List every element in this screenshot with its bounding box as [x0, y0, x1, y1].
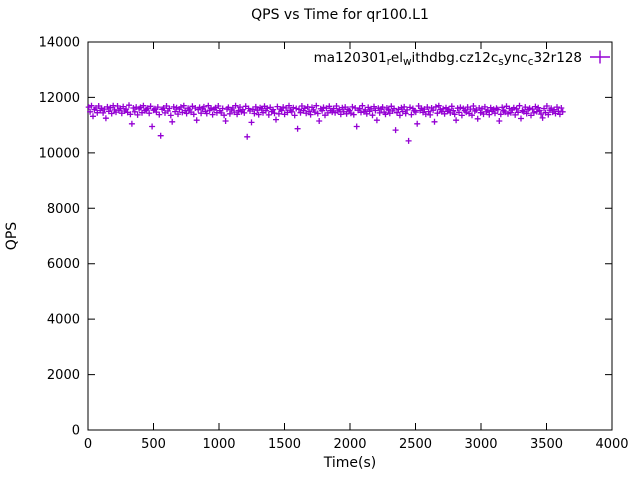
x-tick-label: 3500 [530, 437, 563, 452]
plot-border [87, 41, 613, 431]
legend-series-label: ma120301relwithdbg.cz12csyncc32r128 [314, 50, 582, 68]
x-tick-label: 1500 [268, 437, 301, 452]
y-tick-label: 0 [72, 424, 80, 439]
y-tick-label: 10000 [39, 146, 80, 161]
x-tick-label: 500 [141, 437, 166, 452]
x-tick-label: 0 [84, 437, 92, 452]
x-tick-label: 2500 [399, 437, 432, 452]
legend-sample-marker [590, 50, 610, 64]
y-tick-label: 8000 [47, 202, 80, 217]
y-tick-label: 6000 [47, 257, 80, 272]
x-tick-label: 4000 [595, 437, 628, 452]
axis-ticks [87, 41, 613, 431]
y-tick-label: 12000 [39, 91, 80, 106]
x-tick-label: 1000 [202, 437, 235, 452]
y-axis-title: QPS [4, 222, 20, 250]
chart-title: QPS vs Time for qr100.L1 [251, 7, 429, 23]
y-tick-label: 14000 [39, 36, 80, 51]
scatter-points-series-0 [85, 102, 566, 144]
y-tick-label: 2000 [47, 368, 80, 383]
x-axis-title: Time(s) [323, 455, 376, 471]
y-tick-label: 4000 [47, 313, 80, 328]
x-tick-label: 3000 [464, 437, 497, 452]
x-tick-label: 2000 [333, 437, 366, 452]
